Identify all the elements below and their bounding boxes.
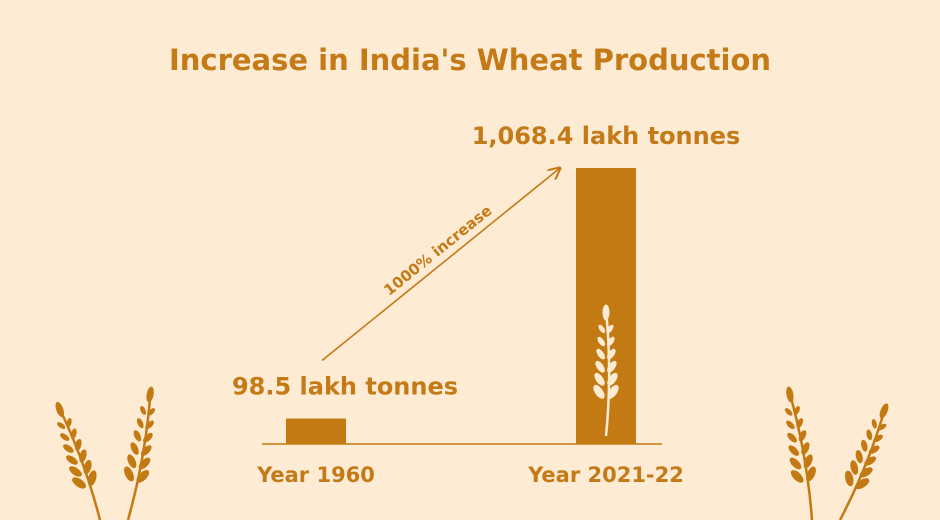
wheat-grain [877,423,887,431]
wheat-grain [859,467,873,478]
wheat-grain [55,401,65,418]
wheat-grain [793,405,800,415]
wheat-grain [595,360,605,373]
wheat-grain [801,442,810,455]
wheat-grain [855,450,863,464]
wheat-grain [786,420,795,430]
wheat-grain [868,445,880,454]
wheat-grain [866,429,873,441]
wheat-grain [66,455,78,465]
wheat-icon [838,403,889,520]
wheat-grain [607,348,616,360]
wheat-grain [133,430,142,442]
wheat-grain [136,418,144,429]
wheat-grain [70,428,77,440]
wheat-grain [598,324,606,334]
wheat-grain [83,459,92,475]
wheat-grain [143,432,153,443]
wheat-grain [806,466,816,482]
wheat-grain [607,384,619,399]
wheat-icon [593,304,619,437]
wheat-stem [57,406,102,520]
wheat-grain [87,470,97,486]
wheat-grain [66,418,72,428]
wheat-grain [69,466,82,477]
wheat-grain [60,433,70,441]
wheat-grain [798,430,807,442]
wheat-grain [79,449,87,463]
wheat-grain [796,418,804,429]
wheat-stem [838,408,887,520]
wheat-grain [63,444,74,453]
wheat-grain [57,422,66,429]
wheat-grain [136,470,150,483]
wheat-grain [127,454,137,469]
wheat-grain [124,466,134,482]
wheat-grain [850,460,859,475]
value-label: 1,068.4 lakh tonnes [472,122,741,150]
wheat-grain [606,324,614,334]
wheat-grain [146,386,154,403]
wheat-grain [594,372,605,386]
wheat-grain [789,457,802,470]
increase-arrow [321,168,560,362]
wheat-grain [790,470,804,483]
wheat-grain [602,304,610,321]
chart-title: Increase in India's Wheat Production [169,43,771,77]
bar [286,418,346,444]
wheat-grain [607,372,618,386]
wheat-grain [593,384,605,399]
wheat-grain [140,445,152,456]
category-label: Year 1960 [256,463,375,487]
wheat-grain [861,439,868,452]
wheat-icon [784,386,816,520]
wheat-icon [124,386,156,520]
wheat-grain [871,419,877,429]
wheat-grain [140,405,147,415]
wheat-grain [72,477,87,489]
wheat-stem [604,309,611,437]
wheat-stem [788,391,814,520]
wheat-grain [786,386,794,403]
wheat-grain [74,438,82,451]
wheat-grain [145,420,154,430]
wheat-grain [855,478,870,490]
wheat-grain [864,456,877,466]
wheat-grain [147,408,156,416]
wheat-grain [130,442,139,455]
wheat-grain [607,360,617,373]
category-label: Year 2021-22 [527,463,684,487]
wheat-grain [844,470,854,487]
wheat-grain [803,454,813,469]
wheat-grain [597,336,606,347]
wheat-grain [788,445,800,456]
wheat-grain [787,432,797,443]
wheat-grain [596,348,605,360]
wheat-stem [126,391,152,520]
value-label: 98.5 lakh tonnes [232,373,458,401]
wheat-grain [784,408,793,416]
wheat-grain [879,403,889,419]
wheat-grain [606,336,615,347]
wheat-icon [55,401,102,520]
wheat-grain [138,457,151,470]
wheat-grain [873,434,883,443]
